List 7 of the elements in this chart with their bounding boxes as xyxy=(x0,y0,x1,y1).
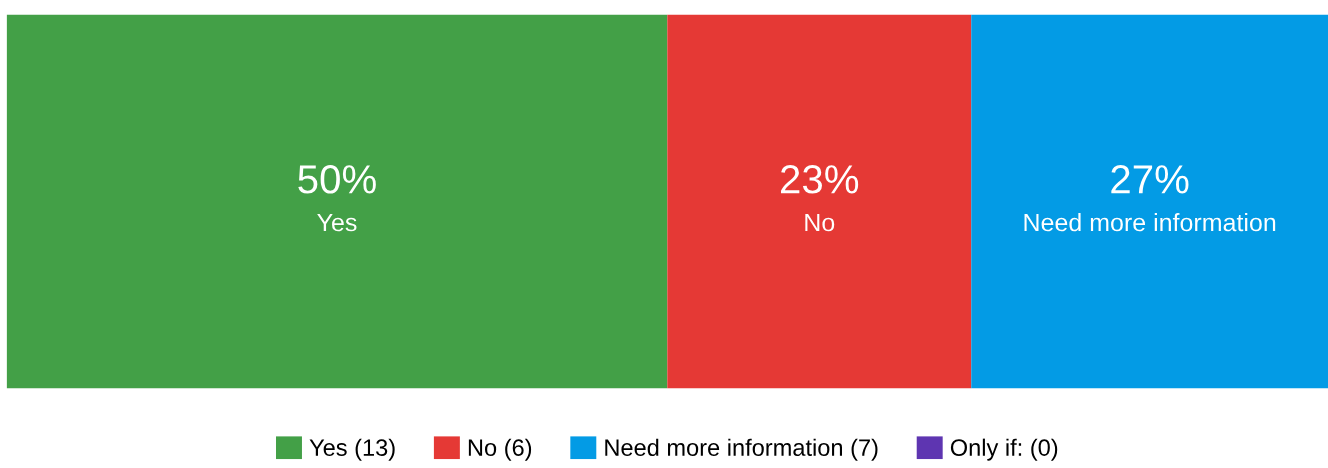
data-label: 27% Need more information xyxy=(1024,165,1276,232)
legend-label: Only if: (0) xyxy=(950,438,1058,461)
legend-label: No (6) xyxy=(468,438,532,461)
data-label: 23% No xyxy=(781,165,859,232)
legend-label: Need more information (7) xyxy=(605,438,878,461)
legend-label: Yes (13) xyxy=(309,438,395,461)
data-label: 50% Yes xyxy=(298,165,376,232)
